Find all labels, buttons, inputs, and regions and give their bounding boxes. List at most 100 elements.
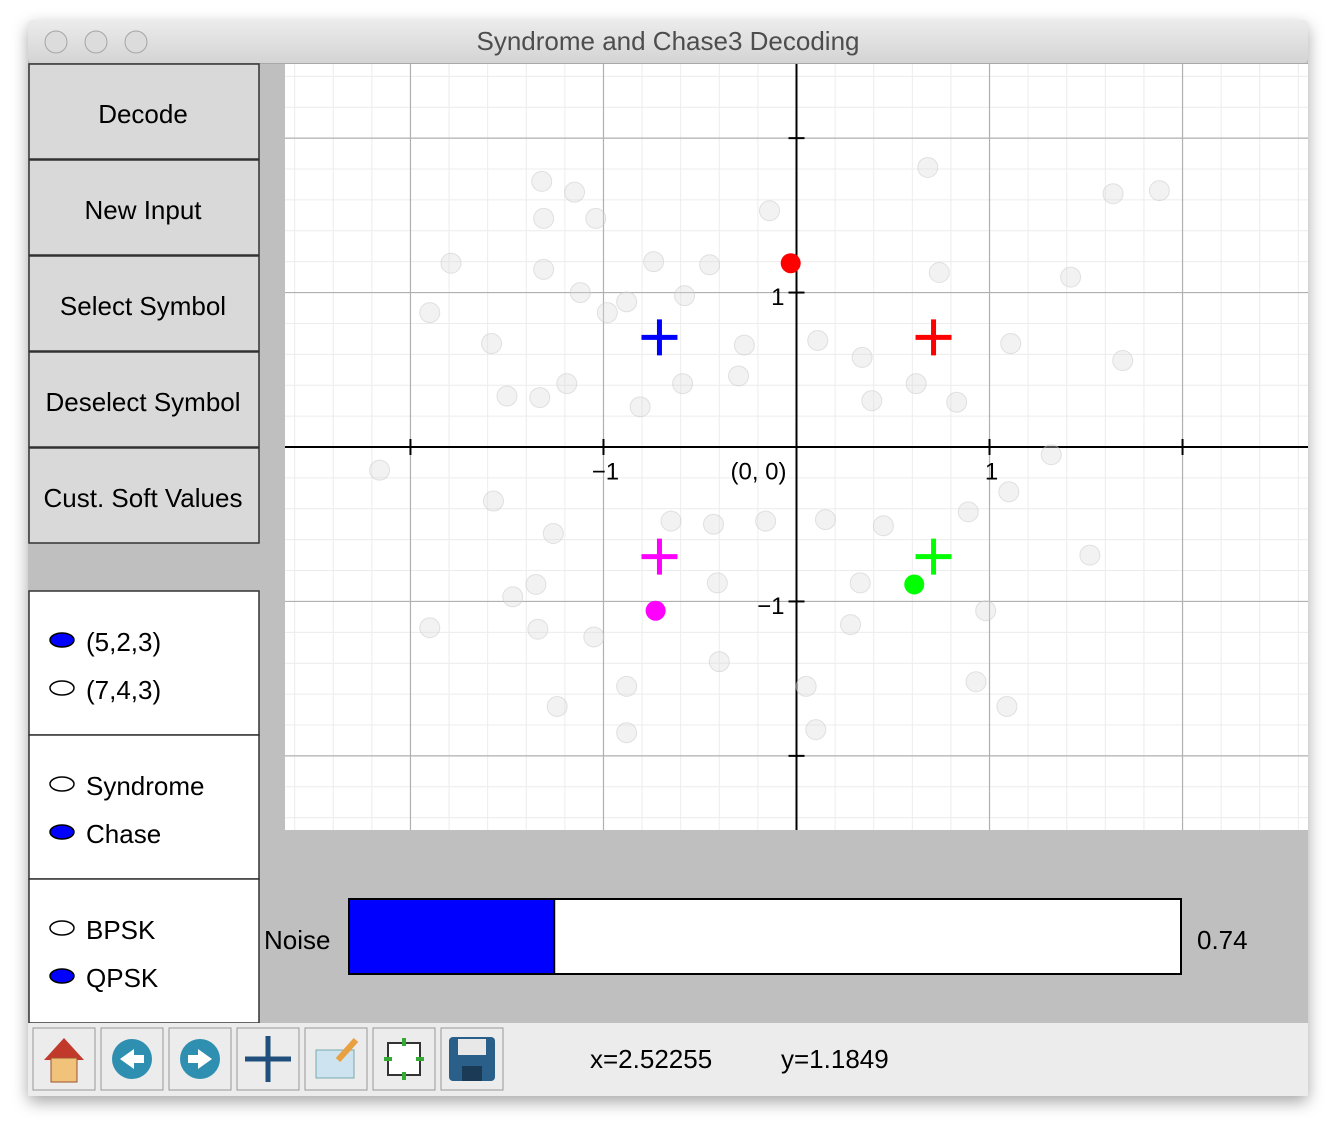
noise-point: [542, 522, 564, 544]
noise-point: [905, 373, 927, 395]
noise-point: [629, 396, 651, 418]
home-icon-body: [50, 1057, 78, 1083]
plus-marker: [641, 538, 678, 575]
zoom-rect-pencil: [335, 1037, 359, 1063]
button-label: Cust. Soft Values: [44, 483, 243, 513]
button[interactable]: [28, 447, 260, 544]
noise-point: [569, 282, 591, 304]
noise-point: [529, 387, 551, 409]
button[interactable]: [28, 63, 260, 160]
radio-button[interactable]: [49, 680, 75, 696]
noise-point: [585, 207, 607, 229]
noise-point: [728, 365, 750, 387]
noise-point: [706, 572, 728, 594]
noise-point: [758, 200, 780, 222]
button-label: Decode: [98, 99, 188, 129]
radio-button[interactable]: [49, 920, 75, 936]
y-tick-label: 1: [771, 284, 784, 311]
noise-point: [674, 285, 696, 307]
subplots-icon: [387, 1042, 421, 1076]
noise-point: [533, 258, 555, 280]
noise-point: [1000, 333, 1022, 355]
noise-point: [1060, 266, 1082, 288]
minimize-button[interactable]: [84, 30, 108, 54]
radio-label: BPSK: [86, 915, 156, 945]
x-tick-label: −1: [592, 458, 619, 485]
noise-point: [1102, 183, 1124, 205]
radio-group: [28, 590, 260, 736]
noise-point: [1040, 444, 1062, 466]
button-label: New Input: [84, 195, 202, 225]
radio-label: Syndrome: [86, 771, 205, 801]
noise-point: [965, 671, 987, 693]
noise-point: [975, 600, 997, 622]
radio-label: Chase: [86, 819, 161, 849]
button-label: Select Symbol: [60, 291, 226, 321]
noise-point: [807, 329, 829, 351]
noise-point: [564, 181, 586, 203]
received-point: [780, 253, 801, 274]
title-bar: [28, 20, 1308, 64]
noise-point: [672, 373, 694, 395]
noise-point: [996, 695, 1018, 717]
radio-label: (7,4,3): [86, 675, 161, 705]
origin-label: (0, 0): [730, 458, 786, 485]
noise-point: [805, 719, 827, 741]
noise-point: [840, 614, 862, 636]
noise-point: [369, 459, 391, 481]
window-title: Syndrome and Chase3 Decoding: [476, 26, 859, 56]
noise-point: [755, 510, 777, 532]
noise-point: [440, 252, 462, 274]
noise-point: [849, 572, 871, 594]
noise-point: [703, 513, 725, 535]
radio-group: [28, 734, 260, 880]
noise-point: [419, 302, 441, 324]
radio-button[interactable]: [49, 968, 75, 984]
noise-point: [957, 501, 979, 523]
radio-group: [28, 878, 260, 1024]
noise-point: [917, 156, 939, 178]
noise-point: [1079, 544, 1101, 566]
bottom-panel: Noise 0.74: [264, 898, 1248, 975]
received-point: [645, 600, 666, 621]
forward-button[interactable]: [168, 1027, 232, 1091]
close-button[interactable]: [44, 30, 68, 54]
noise-point: [616, 675, 638, 697]
radio-button[interactable]: [49, 632, 75, 648]
plus-marker: [915, 538, 952, 575]
left-panel: Decode New Input Select Symbol Deselect Sym…: [28, 63, 260, 1024]
noise-point: [419, 617, 441, 639]
noise-point: [795, 675, 817, 697]
noise-point: [699, 254, 721, 276]
noise-point: [643, 251, 665, 273]
noise-point: [733, 334, 755, 356]
plus-marker: [915, 319, 952, 356]
button-label: Deselect Symbol: [45, 387, 240, 417]
status-x: x=2.52255: [590, 1044, 712, 1074]
x-tick-label: 1: [985, 458, 998, 485]
noise-point: [946, 391, 968, 413]
slider-fill: [348, 898, 556, 975]
radio-button[interactable]: [49, 824, 75, 840]
noise-point: [928, 261, 950, 283]
noise-point: [616, 291, 638, 313]
noise-point: [814, 509, 836, 531]
slider-label: Noise: [264, 925, 330, 955]
noise-point: [583, 626, 605, 648]
radio-button[interactable]: [49, 776, 75, 792]
noise-point: [660, 510, 682, 532]
button[interactable]: [28, 351, 260, 448]
plot: −1 1 1 −1 (0, 0): [285, 64, 1308, 830]
noise-point: [482, 490, 504, 512]
noise-point: [1148, 180, 1170, 202]
toolbar-icons: [44, 1036, 495, 1083]
zoom-button[interactable]: [124, 30, 148, 54]
button[interactable]: [28, 159, 260, 256]
back-arrow: [120, 1049, 144, 1069]
noise-point: [998, 481, 1020, 503]
noise-point: [525, 573, 547, 595]
button[interactable]: [28, 255, 260, 352]
forward-arrow: [188, 1049, 212, 1069]
